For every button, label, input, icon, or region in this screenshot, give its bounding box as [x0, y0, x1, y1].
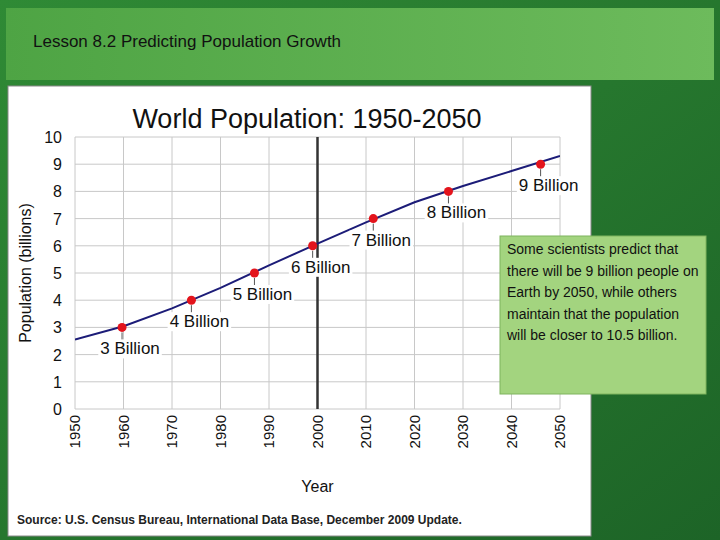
y-tick-label: 9 — [53, 156, 62, 173]
label-patch — [289, 258, 353, 277]
y-tick-label: 1 — [53, 374, 62, 391]
label-patch — [231, 285, 295, 304]
x-tick-label: 2000 — [309, 415, 326, 448]
note-box — [500, 236, 706, 394]
slide: Lesson 8.2 Predicting Population Growth W… — [0, 0, 720, 540]
x-grid-line — [269, 137, 270, 409]
x-tick-label: 2020 — [406, 415, 423, 448]
y-tick-label: 0 — [53, 401, 62, 418]
y-tick-label: 3 — [53, 319, 62, 336]
chart-title: World Population: 1950-2050 — [132, 104, 481, 134]
milestone-label: 4 Billion — [170, 312, 230, 331]
label-patch — [168, 312, 232, 331]
x-grid-line — [463, 137, 464, 409]
y-axis-title: Population (billions) — [17, 203, 34, 343]
milestone-label: 7 Billion — [352, 231, 412, 250]
x-tick-label: 1970 — [163, 415, 180, 448]
x-tick-label: 1960 — [115, 415, 132, 448]
x-grid-line — [366, 137, 367, 409]
x-tick-label: 2050 — [551, 415, 568, 448]
y-tick-label: 8 — [53, 183, 62, 200]
population-line — [75, 156, 560, 340]
y-tick-label: 7 — [53, 211, 62, 228]
label-patch — [425, 203, 489, 222]
milestone-dot — [369, 214, 378, 223]
x-grid-line — [220, 137, 221, 409]
label-patch — [98, 339, 162, 358]
x-tick-label: 2010 — [357, 415, 374, 448]
x-axis-title: Year — [301, 478, 334, 495]
milestone-label: 8 Billion — [427, 203, 487, 222]
source: Source: U.S. Census Bureau, Internationa… — [17, 513, 462, 527]
x-tick-label: 1990 — [260, 415, 277, 448]
x-grid-line — [75, 137, 76, 409]
header-band — [6, 8, 714, 80]
milestone-label: 3 Billion — [100, 339, 160, 358]
x-tick-label: 1950 — [66, 415, 83, 448]
milestone-dot — [308, 241, 317, 250]
y-tick-label: 6 — [53, 238, 62, 255]
milestone-dot — [444, 187, 453, 196]
y-tick-label: 10 — [44, 129, 62, 146]
y-tick-label: 5 — [53, 265, 62, 282]
milestone-dot — [250, 269, 259, 278]
milestone-label: 6 Billion — [291, 258, 351, 277]
milestone-label: 9 Billion — [519, 176, 579, 195]
x-tick-label: 1980 — [212, 415, 229, 448]
slide-title: Lesson 8.2 Predicting Population Growth — [33, 32, 341, 51]
x-grid-line — [123, 137, 124, 409]
y-tick-label: 4 — [53, 292, 62, 309]
milestone-dot — [187, 296, 196, 305]
x-grid-line — [172, 137, 173, 409]
plot-area — [75, 137, 560, 409]
x-grid-line — [414, 137, 415, 409]
label-patch — [517, 176, 581, 195]
milestone-dot — [118, 323, 127, 332]
label-patch — [350, 231, 414, 250]
milestone-label: 5 Billion — [233, 285, 293, 304]
milestone-dot — [536, 160, 545, 169]
slide-background — [0, 0, 720, 540]
note-text: Some scientists predict thatthere will b… — [506, 241, 698, 343]
x-tick-label: 2040 — [503, 415, 520, 448]
y-tick-label: 2 — [53, 347, 62, 364]
x-tick-label: 2030 — [454, 415, 471, 448]
